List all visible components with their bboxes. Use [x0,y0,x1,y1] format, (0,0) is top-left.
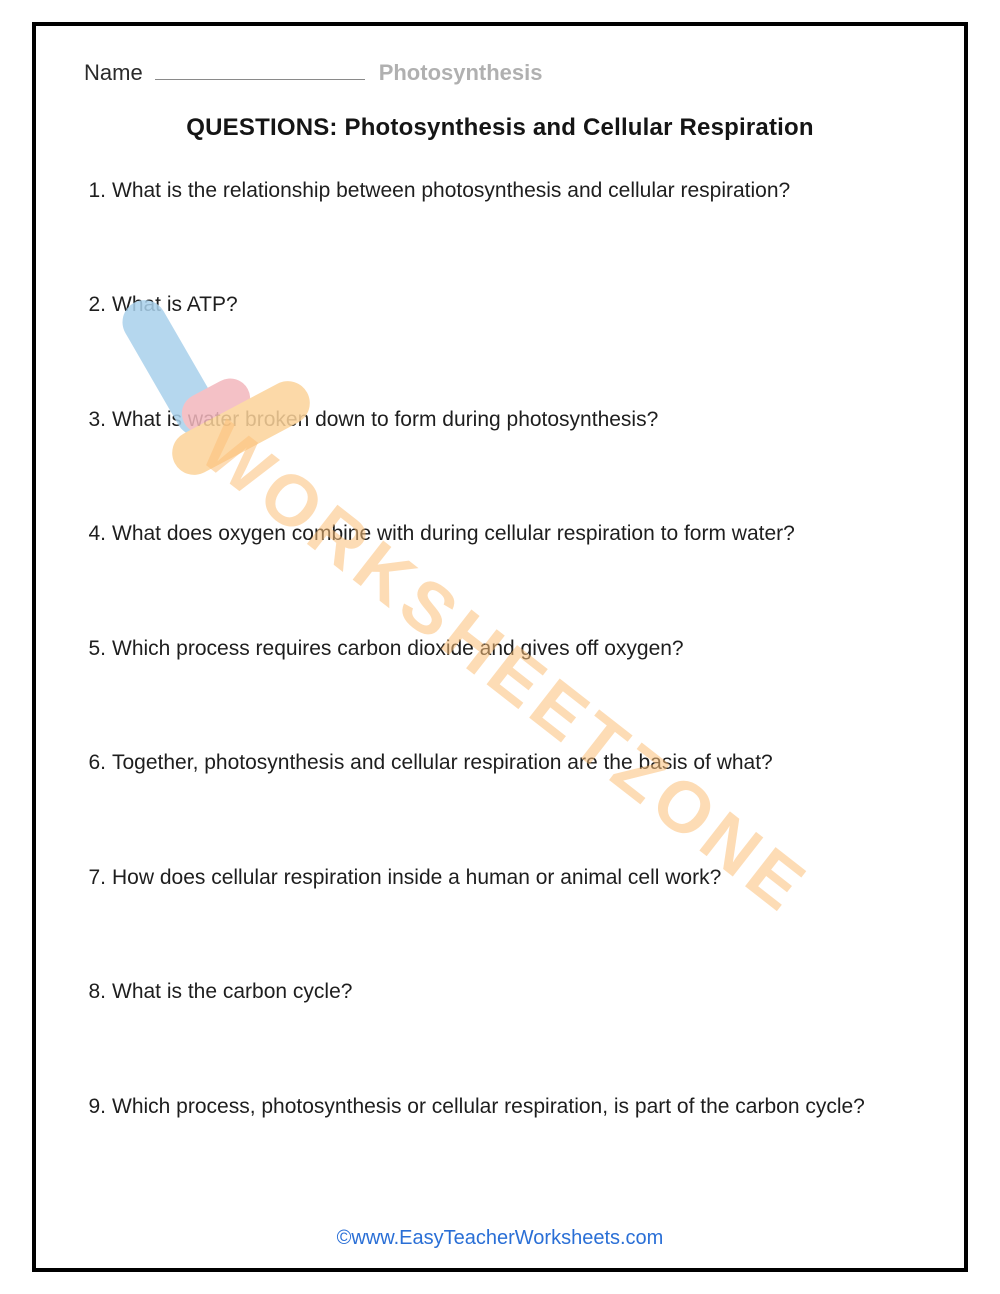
name-label: Name [84,60,143,86]
question-item: 4. What does oxygen combine with during … [86,519,916,549]
question-number: 5. [86,634,112,664]
question-text: What is the carbon cycle? [112,977,916,1007]
questions-list: 1. What is the relationship between phot… [84,176,916,1122]
question-item: 3. What is water broken down to form dur… [86,405,916,435]
question-number: 6. [86,748,112,778]
question-number: 8. [86,977,112,1007]
question-number: 1. [86,176,112,206]
worksheet-content: WORKSHEETZONE Name Photosynthesis QUESTI… [36,26,964,1268]
question-text: Together, photosynthesis and cellular re… [112,748,916,778]
worksheet-header: Name Photosynthesis [84,58,916,86]
question-number: 7. [86,863,112,893]
question-item: 6. Together, photosynthesis and cellular… [86,748,916,778]
question-text: How does cellular respiration inside a h… [112,863,916,893]
question-text: What is ATP? [112,290,916,320]
question-item: 9. Which process, photosynthesis or cell… [86,1092,916,1122]
question-text: What does oxygen combine with during cel… [112,519,916,549]
topic-label: Photosynthesis [379,60,543,86]
question-number: 9. [86,1092,112,1122]
page-border: WORKSHEETZONE Name Photosynthesis QUESTI… [32,22,968,1272]
name-input-line[interactable] [155,58,365,80]
question-item: 8. What is the carbon cycle? [86,977,916,1007]
question-number: 2. [86,290,112,320]
question-text: What is water broken down to form during… [112,405,916,435]
worksheet-title: QUESTIONS: Photosynthesis and Cellular R… [84,114,916,142]
question-number: 3. [86,405,112,435]
question-text: Which process, photosynthesis or cellula… [112,1092,916,1122]
question-item: 2. What is ATP? [86,290,916,320]
question-number: 4. [86,519,112,549]
question-item: 5. Which process requires carbon dioxide… [86,634,916,664]
footer-credit: ©www.EasyTeacherWorksheets.com [36,1227,964,1250]
question-text: Which process requires carbon dioxide an… [112,634,916,664]
question-text: What is the relationship between photosy… [112,176,916,206]
question-item: 1. What is the relationship between phot… [86,176,916,206]
question-item: 7. How does cellular respiration inside … [86,863,916,893]
